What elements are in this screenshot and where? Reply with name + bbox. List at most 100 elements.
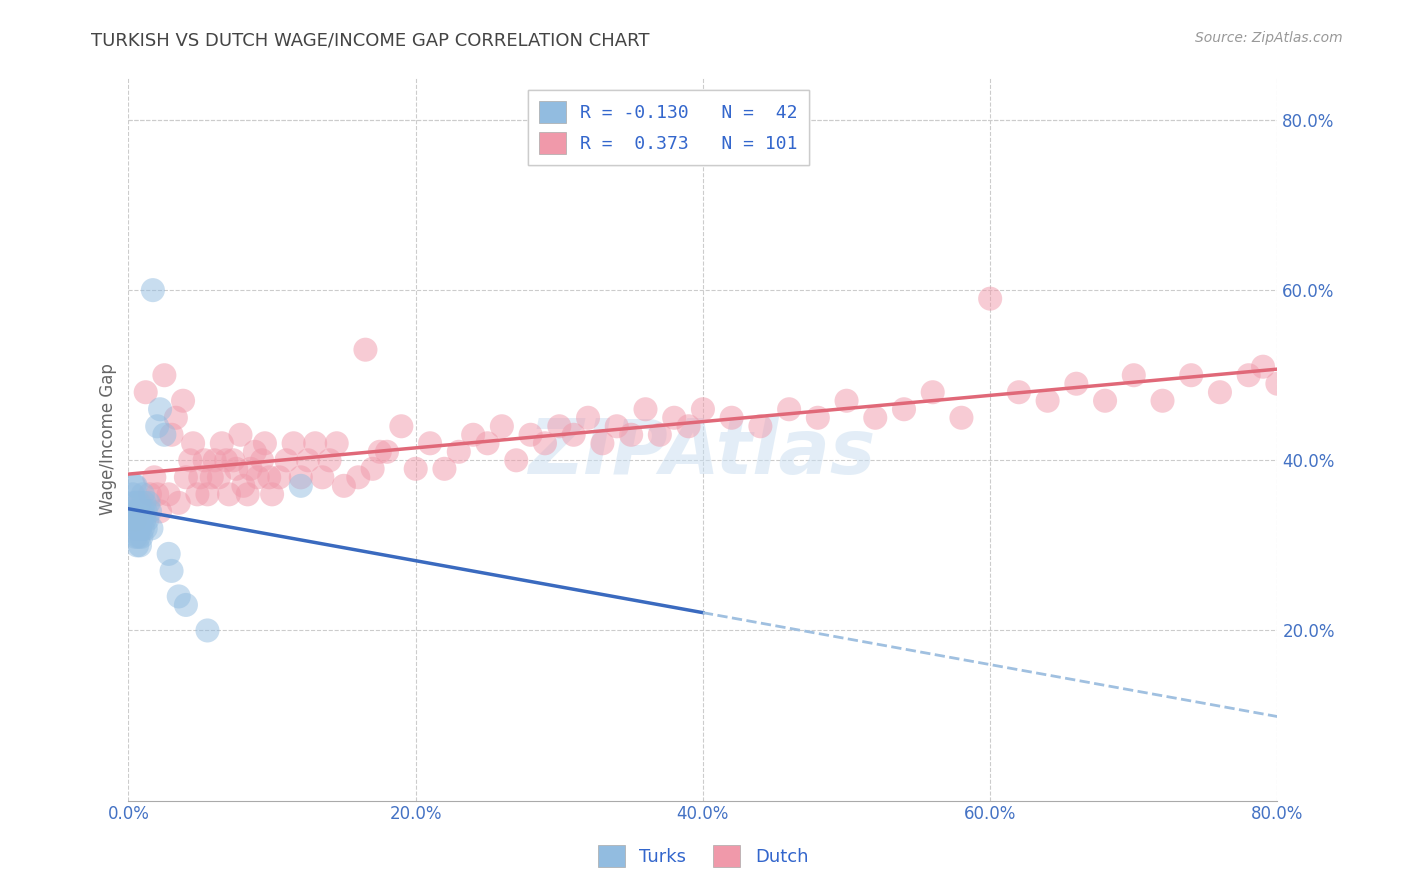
- Point: [122, 479, 145, 493]
- Point: [562, 427, 585, 442]
- Point: [167, 496, 190, 510]
- Point: [1237, 368, 1260, 383]
- Point: [236, 487, 259, 501]
- Point: [222, 453, 245, 467]
- Point: [135, 504, 157, 518]
- Point: [129, 521, 152, 535]
- Point: [648, 427, 671, 442]
- Point: [1339, 343, 1361, 357]
- Point: [664, 410, 686, 425]
- Point: [807, 410, 830, 425]
- Point: [172, 393, 194, 408]
- Point: [692, 402, 714, 417]
- Point: [778, 402, 800, 417]
- Point: [290, 470, 312, 484]
- Point: [136, 513, 159, 527]
- Point: [297, 453, 319, 467]
- Point: [1267, 376, 1289, 391]
- Point: [591, 436, 613, 450]
- Point: [1251, 359, 1274, 374]
- Point: [229, 427, 252, 442]
- Point: [276, 453, 298, 467]
- Point: [127, 521, 149, 535]
- Point: [208, 470, 231, 484]
- Point: [678, 419, 700, 434]
- Point: [127, 538, 149, 552]
- Point: [153, 368, 176, 383]
- Y-axis label: Wage/Income Gap: Wage/Income Gap: [100, 363, 117, 515]
- Point: [1122, 368, 1144, 383]
- Point: [491, 419, 513, 434]
- Point: [124, 530, 146, 544]
- Point: [138, 496, 160, 510]
- Point: [505, 453, 527, 467]
- Point: [139, 504, 162, 518]
- Point: [129, 496, 152, 510]
- Point: [463, 427, 485, 442]
- Point: [211, 436, 233, 450]
- Point: [141, 521, 163, 535]
- Point: [179, 453, 201, 467]
- Point: [1295, 368, 1317, 383]
- Point: [835, 393, 858, 408]
- Point: [121, 504, 143, 518]
- Point: [243, 444, 266, 458]
- Point: [160, 564, 183, 578]
- Point: [204, 453, 226, 467]
- Point: [1281, 359, 1303, 374]
- Point: [124, 479, 146, 493]
- Point: [1209, 385, 1232, 400]
- Point: [131, 513, 153, 527]
- Point: [576, 410, 599, 425]
- Point: [318, 453, 340, 467]
- Point: [253, 436, 276, 450]
- Point: [548, 419, 571, 434]
- Point: [128, 496, 150, 510]
- Point: [143, 470, 166, 484]
- Point: [122, 496, 145, 510]
- Point: [124, 513, 146, 527]
- Point: [1008, 385, 1031, 400]
- Point: [1036, 393, 1059, 408]
- Point: [1066, 376, 1088, 391]
- Point: [194, 453, 217, 467]
- Point: [139, 487, 162, 501]
- Point: [304, 436, 326, 450]
- Point: [405, 462, 427, 476]
- Point: [333, 479, 356, 493]
- Point: [132, 487, 155, 501]
- Point: [1152, 393, 1174, 408]
- Point: [197, 624, 219, 638]
- Legend: Turks, Dutch: Turks, Dutch: [591, 838, 815, 874]
- Point: [389, 419, 412, 434]
- Point: [149, 504, 172, 518]
- Point: [188, 470, 211, 484]
- Point: [146, 419, 169, 434]
- Point: [606, 419, 628, 434]
- Point: [218, 487, 240, 501]
- Point: [979, 292, 1001, 306]
- Point: [720, 410, 742, 425]
- Point: [167, 590, 190, 604]
- Point: [129, 538, 152, 552]
- Point: [129, 504, 152, 518]
- Point: [1309, 359, 1331, 374]
- Point: [347, 470, 370, 484]
- Point: [131, 530, 153, 544]
- Point: [865, 410, 887, 425]
- Point: [950, 410, 973, 425]
- Point: [124, 496, 146, 510]
- Text: ZIPAtlas: ZIPAtlas: [529, 417, 876, 491]
- Point: [134, 496, 156, 510]
- Text: Source: ZipAtlas.com: Source: ZipAtlas.com: [1195, 31, 1343, 45]
- Point: [433, 462, 456, 476]
- Point: [174, 470, 197, 484]
- Point: [232, 479, 254, 493]
- Point: [257, 470, 280, 484]
- Point: [262, 487, 284, 501]
- Legend: R = -0.130   N =  42, R =  0.373   N = 101: R = -0.130 N = 42, R = 0.373 N = 101: [529, 90, 808, 165]
- Point: [246, 470, 269, 484]
- Point: [146, 487, 169, 501]
- Point: [225, 462, 247, 476]
- Point: [1323, 351, 1346, 366]
